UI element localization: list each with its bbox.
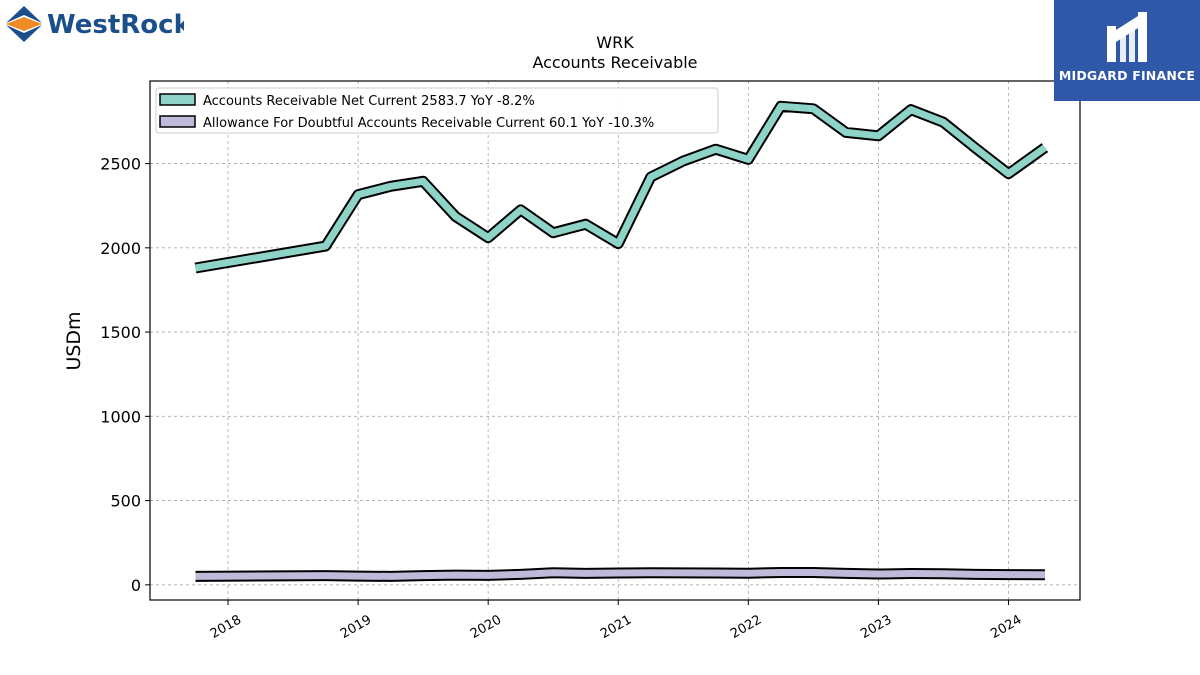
legend-box xyxy=(155,87,719,134)
y-tick-label: 1000 xyxy=(100,407,141,426)
y-tick-label: 1500 xyxy=(100,323,141,342)
series-line-1 xyxy=(195,569,1045,580)
y-axis-label: USDm xyxy=(63,311,85,370)
y-tick-label: 2500 xyxy=(100,155,141,174)
westrock-wordmark: WestRock xyxy=(47,10,184,40)
westrock-mark-icon: WestRock xyxy=(6,6,192,42)
x-tick-label: 2024 xyxy=(988,612,1024,642)
legend-label-allowance: Allowance For Doubtful Accounts Receivab… xyxy=(203,116,654,131)
legend-label-receivables: Accounts Receivable Net Current 2583.7 Y… xyxy=(203,94,535,109)
legend-swatch-allowance xyxy=(159,115,196,128)
series-line-0 xyxy=(194,102,1047,272)
x-tick-label: 2020 xyxy=(468,612,504,642)
x-tick-label: 2022 xyxy=(728,612,764,642)
chart-title: WRK xyxy=(596,33,634,52)
chart-subtitle: Accounts Receivable xyxy=(532,53,697,72)
midgard-mark-icon xyxy=(1107,12,1147,62)
midgard-finance-logo: MIDGARD FINANCE xyxy=(1054,0,1200,101)
y-tick-label: 0 xyxy=(131,576,141,595)
midgard-wordmark: MIDGARD FINANCE xyxy=(1058,68,1196,83)
x-tick-label: 2018 xyxy=(208,612,244,642)
y-tick-label: 500 xyxy=(110,492,141,511)
legend: Accounts Receivable Net Current 2583.7 Y… xyxy=(155,87,719,134)
legend-swatch-receivables xyxy=(159,93,196,106)
x-axis-ticks: 2018 2019 2020 2021 2022 2023 2024 xyxy=(208,600,1024,642)
y-tick-label: 2000 xyxy=(100,239,141,258)
x-tick-label: 2023 xyxy=(858,612,894,642)
y-axis-ticks: 0 500 1000 1500 2000 2500 xyxy=(100,155,150,595)
series-lines xyxy=(194,100,1049,582)
westrock-logo: WestRock xyxy=(4,4,192,44)
x-tick-label: 2019 xyxy=(338,612,374,642)
plot-frame xyxy=(149,80,1081,601)
x-tick-label: 2021 xyxy=(598,612,634,642)
grid-lines xyxy=(150,81,1080,600)
